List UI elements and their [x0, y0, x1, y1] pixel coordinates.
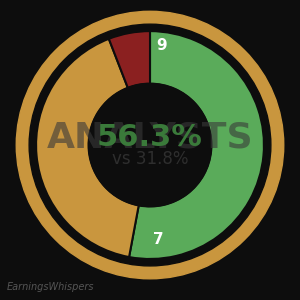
- Circle shape: [16, 11, 284, 279]
- Text: EarningsWhispers: EarningsWhispers: [6, 282, 94, 292]
- Circle shape: [88, 84, 212, 206]
- Text: 56.3%: 56.3%: [97, 123, 203, 152]
- Text: vs 31.8%: vs 31.8%: [112, 150, 188, 168]
- Text: 7: 7: [153, 232, 163, 247]
- Text: ANALYSTS: ANALYSTS: [47, 120, 253, 154]
- Circle shape: [29, 24, 271, 266]
- Wedge shape: [129, 31, 264, 259]
- Wedge shape: [36, 39, 139, 257]
- Wedge shape: [109, 31, 150, 88]
- Text: 9: 9: [157, 38, 167, 53]
